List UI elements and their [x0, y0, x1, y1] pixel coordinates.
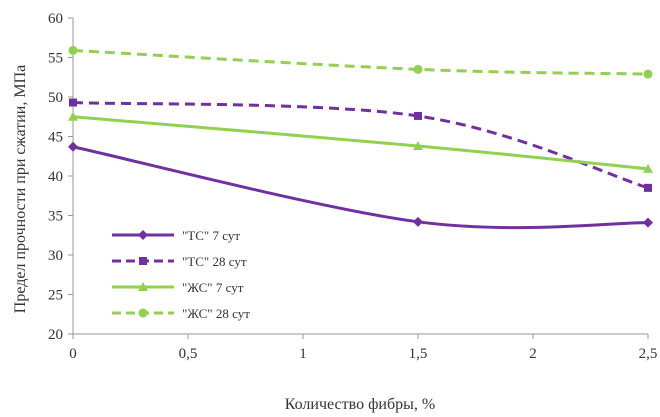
y-tick-label: 45 — [48, 130, 63, 146]
y-tick-label: 30 — [48, 248, 63, 264]
x-tick-label: 1 — [299, 346, 307, 362]
y-tick-label: 25 — [48, 288, 63, 304]
series-1 — [68, 141, 653, 230]
series-line — [72, 115, 649, 171]
legend-label: "ЖС" 7 сут — [182, 280, 244, 295]
y-tick-label: 20 — [48, 327, 63, 343]
y-tick-label: 50 — [48, 90, 63, 106]
legend-item: "ЖС" 7 сут — [112, 280, 244, 295]
data-point — [414, 111, 422, 120]
axes: 20 25 30 35 40 45 50 55 60 0 0,5 1 1,5 2 2,5 — [48, 11, 657, 362]
series-3 — [68, 111, 653, 173]
series-layer — [68, 45, 653, 230]
y-tick-label: 60 — [48, 11, 63, 27]
legend: "ТС" 7 сут "ТС" 28 сут "ЖС" 7 сут "ЖС" 28 с… — [112, 228, 250, 321]
legend-swatch-marker — [138, 230, 148, 240]
legend-swatch-marker — [138, 282, 148, 291]
legend-label: "ТС" 28 сут — [182, 254, 247, 269]
series-line — [72, 101, 649, 190]
x-tick-label: 0,5 — [179, 346, 198, 362]
data-point — [69, 98, 77, 107]
legend-swatch-marker — [139, 257, 147, 265]
y-tick-label: 40 — [48, 169, 63, 185]
series-2 — [69, 98, 652, 192]
series-4 — [68, 45, 653, 79]
data-point — [68, 141, 78, 152]
data-point — [68, 45, 78, 55]
legend-label: "ТС" 7 сут — [182, 228, 240, 243]
data-point — [413, 216, 423, 227]
data-point — [643, 69, 653, 79]
legend-swatch-marker — [138, 308, 148, 318]
data-point — [643, 217, 653, 228]
legend-item: "ТС" 7 сут — [112, 228, 240, 243]
legend-item: "ЖС" 28 сут — [112, 306, 250, 321]
x-tick-label: 2 — [529, 346, 537, 362]
y-axis-label: Предел прочности при сжатии, МПа — [12, 65, 29, 313]
x-axis-label: Количество фибры, % — [285, 396, 435, 413]
series-line — [72, 145, 649, 230]
data-point — [413, 140, 423, 150]
x-tick-label: 2,5 — [639, 346, 658, 362]
legend-item: "ТС" 28 сут — [112, 254, 247, 269]
x-tick-label: 1,5 — [409, 346, 428, 362]
series-line — [72, 48, 649, 76]
data-point — [413, 64, 423, 74]
legend-label: "ЖС" 28 сут — [182, 306, 250, 321]
data-point — [643, 163, 653, 173]
data-point — [68, 111, 78, 121]
x-tick-label: 0 — [69, 346, 77, 362]
y-tick-label: 55 — [48, 51, 63, 67]
y-tick-label: 35 — [48, 209, 63, 225]
data-point — [644, 183, 652, 192]
